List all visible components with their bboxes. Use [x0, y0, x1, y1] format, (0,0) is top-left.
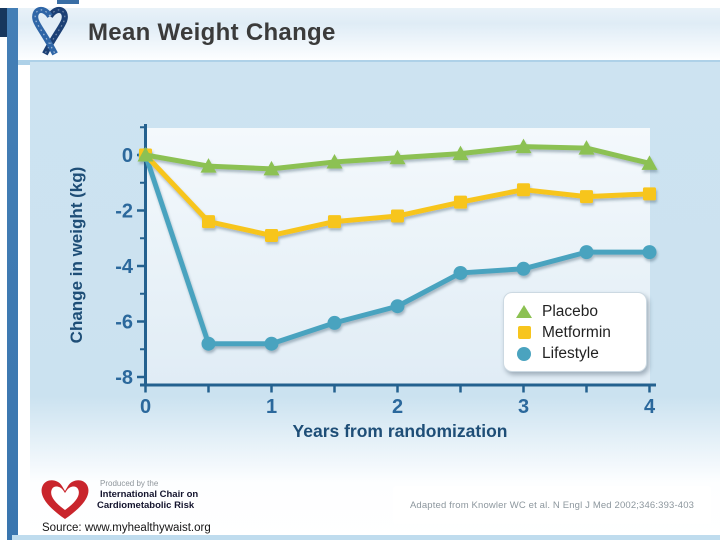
triangle-marker-icon [516, 305, 532, 318]
x-axis-title: Years from randomization [292, 421, 508, 441]
iccr-name-line1: International Chair on [100, 489, 199, 500]
square-marker-icon [516, 326, 532, 339]
legend-item-metformin: Metformin [516, 322, 636, 343]
y-axis-title: Change in weight (kg) [67, 166, 86, 344]
svg-text:3: 3 [518, 396, 529, 418]
chart-legend: Placebo Metformin Lifestyle [503, 292, 647, 372]
svg-text:4: 4 [644, 396, 656, 418]
svg-text:-4: -4 [115, 256, 134, 278]
legend-item-placebo: Placebo [516, 301, 636, 322]
legend-label: Lifestyle [542, 344, 599, 362]
svg-text:2: 2 [392, 396, 403, 418]
svg-text:0: 0 [140, 396, 151, 418]
page-title: Mean Weight Change [88, 19, 336, 46]
source-link-text: Source: www.myhealthywaist.org [42, 522, 211, 534]
legend-label: Metformin [542, 323, 611, 341]
citation-text: Adapted from Knowler WC et al. N Engl J … [409, 499, 695, 511]
svg-text:0: 0 [122, 145, 133, 167]
svg-text:1: 1 [266, 396, 277, 418]
svg-text:-6: -6 [115, 312, 133, 334]
header-band [18, 8, 720, 60]
legend-item-lifestyle: Lifestyle [516, 343, 636, 364]
citation-panel: Adapted from Knowler WC et al. N Engl J … [393, 486, 711, 524]
bottom-accent-strip [12, 535, 720, 540]
svg-text:-8: -8 [115, 367, 133, 389]
produced-by-label: Produced by the [100, 479, 159, 488]
iccr-name-line2: Cardiometabolic Risk [97, 500, 195, 511]
left-accent-bar [7, 8, 18, 540]
svg-text:-2: -2 [115, 201, 133, 223]
iccr-heart-logo-icon [41, 480, 89, 519]
top-accent-notch [57, 0, 79, 4]
legend-label: Placebo [542, 302, 599, 320]
circle-marker-icon [516, 346, 532, 361]
measuring-tape-ribbon-icon [32, 6, 68, 56]
left-accent-navy-square [0, 8, 7, 37]
